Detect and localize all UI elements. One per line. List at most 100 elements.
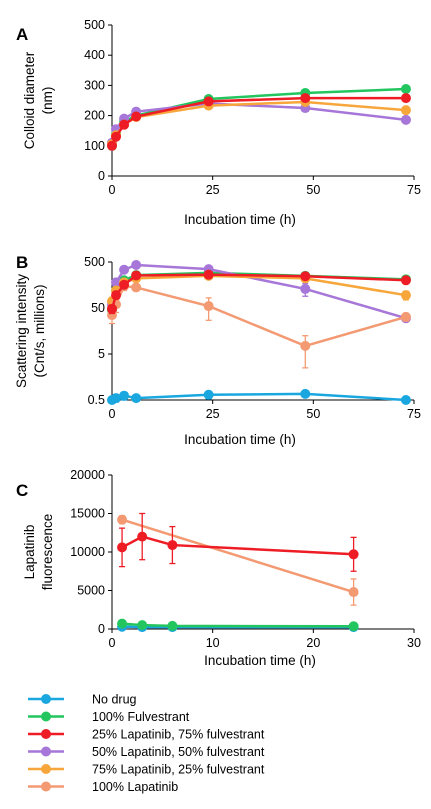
data-point xyxy=(107,303,117,314)
legend-label: 75% Lapatinib, 25% fulvestrant xyxy=(92,763,265,777)
data-point xyxy=(203,96,214,107)
panel-a-y-axis-label: Colloid diameter (nm) xyxy=(22,51,55,149)
data-point xyxy=(300,340,311,351)
data-point xyxy=(300,388,311,399)
x-tick-label: 50 xyxy=(306,183,320,197)
x-tick-label: 25 xyxy=(206,183,220,197)
legend-label: 100% Lapatinib xyxy=(92,780,178,794)
data-point xyxy=(111,131,122,142)
y-tick-label: 300 xyxy=(84,78,105,92)
y-tick-label: 500 xyxy=(84,18,105,32)
panel-c-plot: 0 5000 10000 15000 20000 0 10 20 30 xyxy=(70,468,421,650)
series-line xyxy=(110,102,407,144)
data-point xyxy=(117,618,128,629)
data-point xyxy=(203,301,214,312)
y-tick-label: 50 xyxy=(91,301,105,315)
y-tick-label: 400 xyxy=(84,48,105,62)
y-tick-label: 0 xyxy=(98,622,105,636)
data-point xyxy=(131,270,142,281)
panel-c-y-axis-label: Lapatinib fluorescence xyxy=(22,514,55,591)
series-lap25 xyxy=(117,512,359,572)
series-lap100 xyxy=(117,514,359,606)
data-point xyxy=(300,93,311,104)
legend-label: No drug xyxy=(92,693,137,707)
x-tick-label: 75 xyxy=(407,407,421,421)
x-tick-label: 50 xyxy=(306,407,320,421)
legend-item-no_drug: No drug xyxy=(28,693,137,707)
series-fulv100 xyxy=(117,618,359,632)
data-point xyxy=(348,549,359,560)
y-tick-label: 0.5 xyxy=(88,393,105,407)
series-no_drug xyxy=(107,388,411,405)
data-point xyxy=(167,540,178,551)
data-point xyxy=(131,111,142,122)
data-point xyxy=(119,279,130,290)
y-axis-label-line: Scattering intensity xyxy=(14,274,29,388)
y-tick-label: 10000 xyxy=(70,545,105,559)
y-axis-label-line: (nm) xyxy=(40,87,55,115)
y-axis-label-line: fluorescence xyxy=(40,514,55,591)
series-line xyxy=(121,518,354,594)
series-line xyxy=(121,535,354,556)
legend-item-lap50: 50% Lapatinib, 50% fulvestrant xyxy=(28,745,265,759)
data-point xyxy=(348,587,359,598)
data-point xyxy=(400,105,411,116)
legend-label: 100% Fulvestrant xyxy=(92,710,190,724)
x-tick-label: 0 xyxy=(109,636,116,650)
legend-item-lap75: 75% Lapatinib, 25% fulvestrant xyxy=(28,763,265,777)
data-point xyxy=(111,393,122,404)
y-tick-label: 5 xyxy=(98,347,105,361)
legend-item-lap25: 25% Lapatinib, 75% fulvestrant xyxy=(28,728,265,742)
y-axis-label-line: Colloid diameter xyxy=(22,51,37,149)
x-tick-label: 25 xyxy=(206,407,220,421)
panel-b-x-axis-label: Incubation time (h) xyxy=(184,432,296,447)
data-point xyxy=(203,389,214,400)
series-lap75 xyxy=(107,97,411,150)
panel-a: A Colloid diameter (nm) Incubation time (… xyxy=(16,18,421,227)
series-lap25 xyxy=(107,269,411,315)
legend-label: 25% Lapatinib, 75% fulvestrant xyxy=(92,728,265,742)
legend-marker xyxy=(41,764,51,774)
y-tick-label: 200 xyxy=(84,109,105,123)
legend-marker xyxy=(41,746,51,757)
data-point xyxy=(400,311,411,322)
panel-c-label: C xyxy=(16,481,28,500)
data-point xyxy=(137,620,148,631)
series-lap25 xyxy=(107,93,411,151)
series-fulv100 xyxy=(107,84,411,151)
y-axis-label-line: Lapatinib xyxy=(22,525,37,580)
data-point xyxy=(400,395,411,405)
x-tick-label: 75 xyxy=(407,183,421,197)
legend-marker xyxy=(41,711,51,722)
x-tick-label: 30 xyxy=(407,636,421,650)
series-line xyxy=(110,284,407,348)
legend-item-lap100: 100% Lapatinib xyxy=(28,780,178,794)
y-tick-label: 20000 xyxy=(70,468,105,482)
x-tick-label: 0 xyxy=(109,407,116,421)
y-tick-label: 15000 xyxy=(70,507,105,521)
data-point xyxy=(111,290,122,301)
data-point xyxy=(400,93,411,104)
x-tick-label: 0 xyxy=(109,183,116,197)
data-point xyxy=(119,119,130,130)
y-tick-label: 500 xyxy=(84,255,105,269)
y-axis-label-line: (Cnt/s, millions) xyxy=(32,284,47,377)
data-point xyxy=(300,271,311,282)
panel-b-plot: 0.5 5 50 500 0 25 50 75 xyxy=(84,255,421,421)
data-point xyxy=(348,621,359,632)
panel-b: B Scattering intensity (Cnt/s, millions) … xyxy=(14,253,421,447)
data-point xyxy=(119,390,130,401)
data-point xyxy=(111,277,122,288)
data-point xyxy=(400,275,411,286)
panel-c: C Lapatinib fluorescence Incubation time … xyxy=(16,468,421,668)
y-tick-label: 100 xyxy=(84,139,105,153)
series-line xyxy=(111,392,407,402)
panel-b-y-axis-label: Scattering intensity (Cnt/s, millions) xyxy=(14,274,47,388)
legend-marker xyxy=(41,729,51,739)
data-point xyxy=(119,264,130,275)
legend-marker xyxy=(41,694,51,704)
y-tick-label: 5000 xyxy=(77,584,105,598)
y-tick-label: 0 xyxy=(98,169,105,183)
data-point xyxy=(107,140,117,151)
